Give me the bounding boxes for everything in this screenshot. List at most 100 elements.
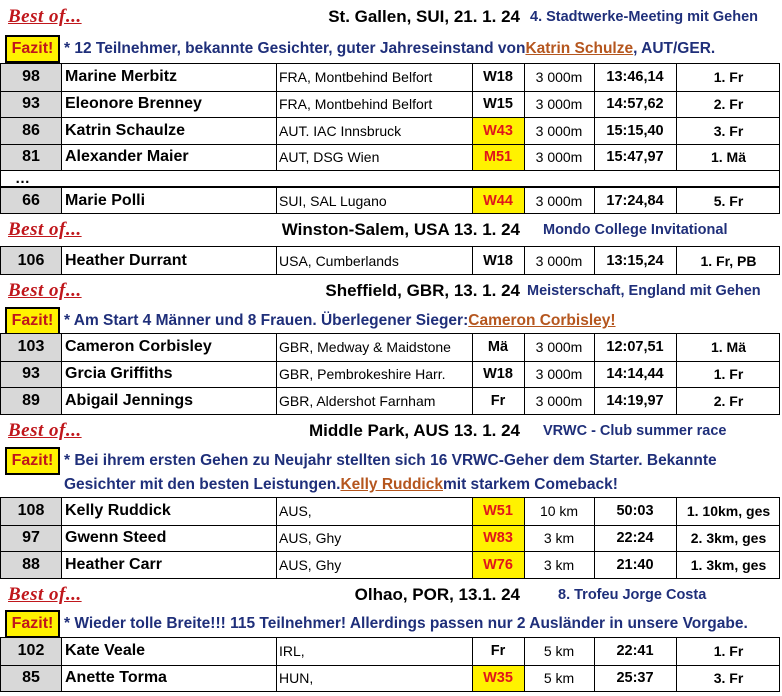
table-row: 66 Marie Polli SUI, SAL Lugano W44 3 000m 17:… <box>1 188 779 213</box>
cell-dist: 10 km <box>539 503 579 520</box>
column-divider <box>472 247 473 274</box>
cell-pts: 93 <box>1 361 61 388</box>
cell-time: 15:15,40 <box>606 122 664 139</box>
cell-time: 14:19,97 <box>606 393 664 410</box>
column-divider <box>61 247 62 274</box>
cell-rank: 2. Fr <box>713 393 744 410</box>
cell-rank: 1. Fr <box>713 643 744 660</box>
best-of-label: Best of... <box>8 280 82 301</box>
cell-club: HUN, <box>279 670 314 687</box>
cell-pts: 66 <box>1 188 61 213</box>
meet-note: * Am Start 4 Männer und 8 Frauen. Überle… <box>64 307 780 335</box>
column-divider <box>676 638 677 691</box>
cell-club: AUS, Ghy <box>279 557 342 574</box>
cell-dist: 5 km <box>543 670 575 687</box>
meet-note-line-2: Gesichter mit den besten Leistungen. Kel… <box>64 473 780 497</box>
table-row: 103 Cameron Corbisley GBR, Medway & Maidst… <box>1 334 779 361</box>
table-row: 102 Kate Veale IRL, Fr 5 km 22:41 1. Fr <box>1 638 779 665</box>
fazit-row: Fazit! * 12 Teilnehmer, bekannte Gesicht… <box>0 35 780 63</box>
column-divider <box>61 638 62 691</box>
cell-name: Eleonore Brenney <box>65 95 202 113</box>
column-divider <box>594 247 595 274</box>
meet-place: Olhao, POR, 13.1. 24 <box>354 585 520 604</box>
cell-club: USA, Cumberlands <box>279 252 399 269</box>
note-text-end: mit starkem Comeback! <box>442 476 618 493</box>
cell-pts: 106 <box>1 247 61 274</box>
column-divider <box>61 498 62 578</box>
column-divider <box>524 247 525 274</box>
results-table: 103 Cameron Corbisley GBR, Medway & Maidst… <box>0 333 780 415</box>
best-of-label: Best of... <box>8 6 82 27</box>
column-divider <box>524 64 525 170</box>
cell-name: Heather Durrant <box>65 251 187 269</box>
cell-cls: Fr <box>490 393 506 410</box>
cell-time: 22:24 <box>616 530 654 547</box>
table-row: 108 Kelly Ruddick AUS, W51 10 km 50:03 1. 10km… <box>1 498 779 525</box>
cell-pts: 102 <box>1 638 61 665</box>
fazit-row: Fazit! * Wieder tolle Breite!!! 115 Teil… <box>0 610 780 638</box>
table-row: 88 Heather Carr AUS, Ghy W76 3 km 21:40 1. 3km… <box>1 551 779 578</box>
cell-club: GBR, Pembrokeshire Harr. <box>279 366 446 383</box>
note-text: * Am Start 4 Männer und 8 Frauen. Überle… <box>64 312 469 329</box>
cell-rank: 1. 3km, ges <box>690 557 767 574</box>
table-row: 106 Heather Durrant USA, Cumberlands W18 3 0… <box>1 247 779 274</box>
cell-name: Kate Veale <box>65 642 146 660</box>
fazit-badge: Fazit! <box>5 447 60 475</box>
cell-cls: W15 <box>483 96 513 113</box>
cell-pts: 97 <box>1 525 61 552</box>
results-table: 98 Marine Merbitz FRA, Montbehind Belfort W… <box>0 63 780 171</box>
column-divider <box>472 638 473 691</box>
column-divider <box>276 188 277 213</box>
meet-note-line-1: * Bei ihrem ersten Gehen zu Neujahr stel… <box>64 452 717 469</box>
cell-dist: 3 000m <box>535 339 583 356</box>
column-divider <box>594 498 595 578</box>
table-row: 89 Abigail Jennings GBR, Aldershot Farnham… <box>1 387 779 414</box>
section-header: Best of... St. Gallen, SUI, 21. 1. 24 4.… <box>0 2 780 32</box>
cell-cls: W18 <box>483 366 513 383</box>
cell-club: IRL, <box>279 643 305 660</box>
cell-name: Grcia Griffiths <box>65 365 173 383</box>
ellipsis: … <box>15 171 30 186</box>
cell-club: AUT. IAC Innsbruck <box>279 122 402 139</box>
cell-name: Heather Carr <box>65 556 162 574</box>
table-row: 98 Marine Merbitz FRA, Montbehind Belfort W… <box>1 64 779 91</box>
cell-name: Katrin Schaulze <box>65 121 186 139</box>
cell-name: Anette Torma <box>65 669 167 687</box>
cell-rank: 5. Fr <box>713 192 744 209</box>
cell-club: AUS, <box>279 503 312 520</box>
cell-name: Marie Polli <box>65 191 146 209</box>
cell-time: 14:57,62 <box>606 96 664 113</box>
cell-time: 50:03 <box>616 503 654 520</box>
cell-pts: 108 <box>1 498 61 525</box>
cell-cls: W51 <box>472 498 524 525</box>
column-divider <box>276 64 277 170</box>
cell-name: Kelly Ruddick <box>65 502 171 520</box>
column-divider <box>676 188 677 213</box>
cell-cls: W83 <box>472 525 524 552</box>
column-divider <box>472 64 473 170</box>
note-text-end: , AUT/GER. <box>633 40 716 57</box>
cell-time: 17:24,84 <box>606 192 664 209</box>
cell-dist: 3 000m <box>535 122 583 139</box>
cell-time: 25:37 <box>616 670 654 687</box>
section-header: Best of... Sheffield, GBR, 13. 1. 24 Mei… <box>0 277 780 305</box>
cell-club: FRA, Montbehind Belfort <box>279 96 433 113</box>
cell-club: GBR, Aldershot Farnham <box>279 393 436 410</box>
cell-name: Alexander Maier <box>65 148 189 166</box>
cell-dist: 3 000m <box>535 69 583 86</box>
cell-dist: 3 000m <box>535 149 583 166</box>
cell-rank: 1. Mä <box>710 149 746 166</box>
cell-pts: 93 <box>1 91 61 117</box>
table-row: 85 Anette Torma HUN, W35 5 km 25:37 3. Fr <box>1 664 779 691</box>
table-row: 93 Grcia Griffiths GBR, Pembrokeshire Harr… <box>1 360 779 388</box>
cell-club: GBR, Medway & Maidstone <box>279 339 451 356</box>
results-table: 102 Kate Veale IRL, Fr 5 km 22:41 1. Fr 85 Anett… <box>0 637 780 692</box>
ellipsis-row: … <box>0 171 780 187</box>
cell-dist: 3 000m <box>535 366 583 383</box>
fazit-badge: Fazit! <box>5 35 60 63</box>
best-of-label: Best of... <box>8 219 82 240</box>
note-highlight-name: Katrin Schulze <box>525 40 634 57</box>
section-header: Best of... Olhao, POR, 13.1. 24 8. Trofe… <box>0 581 780 609</box>
best-of-label: Best of... <box>8 420 82 441</box>
column-divider <box>594 188 595 213</box>
